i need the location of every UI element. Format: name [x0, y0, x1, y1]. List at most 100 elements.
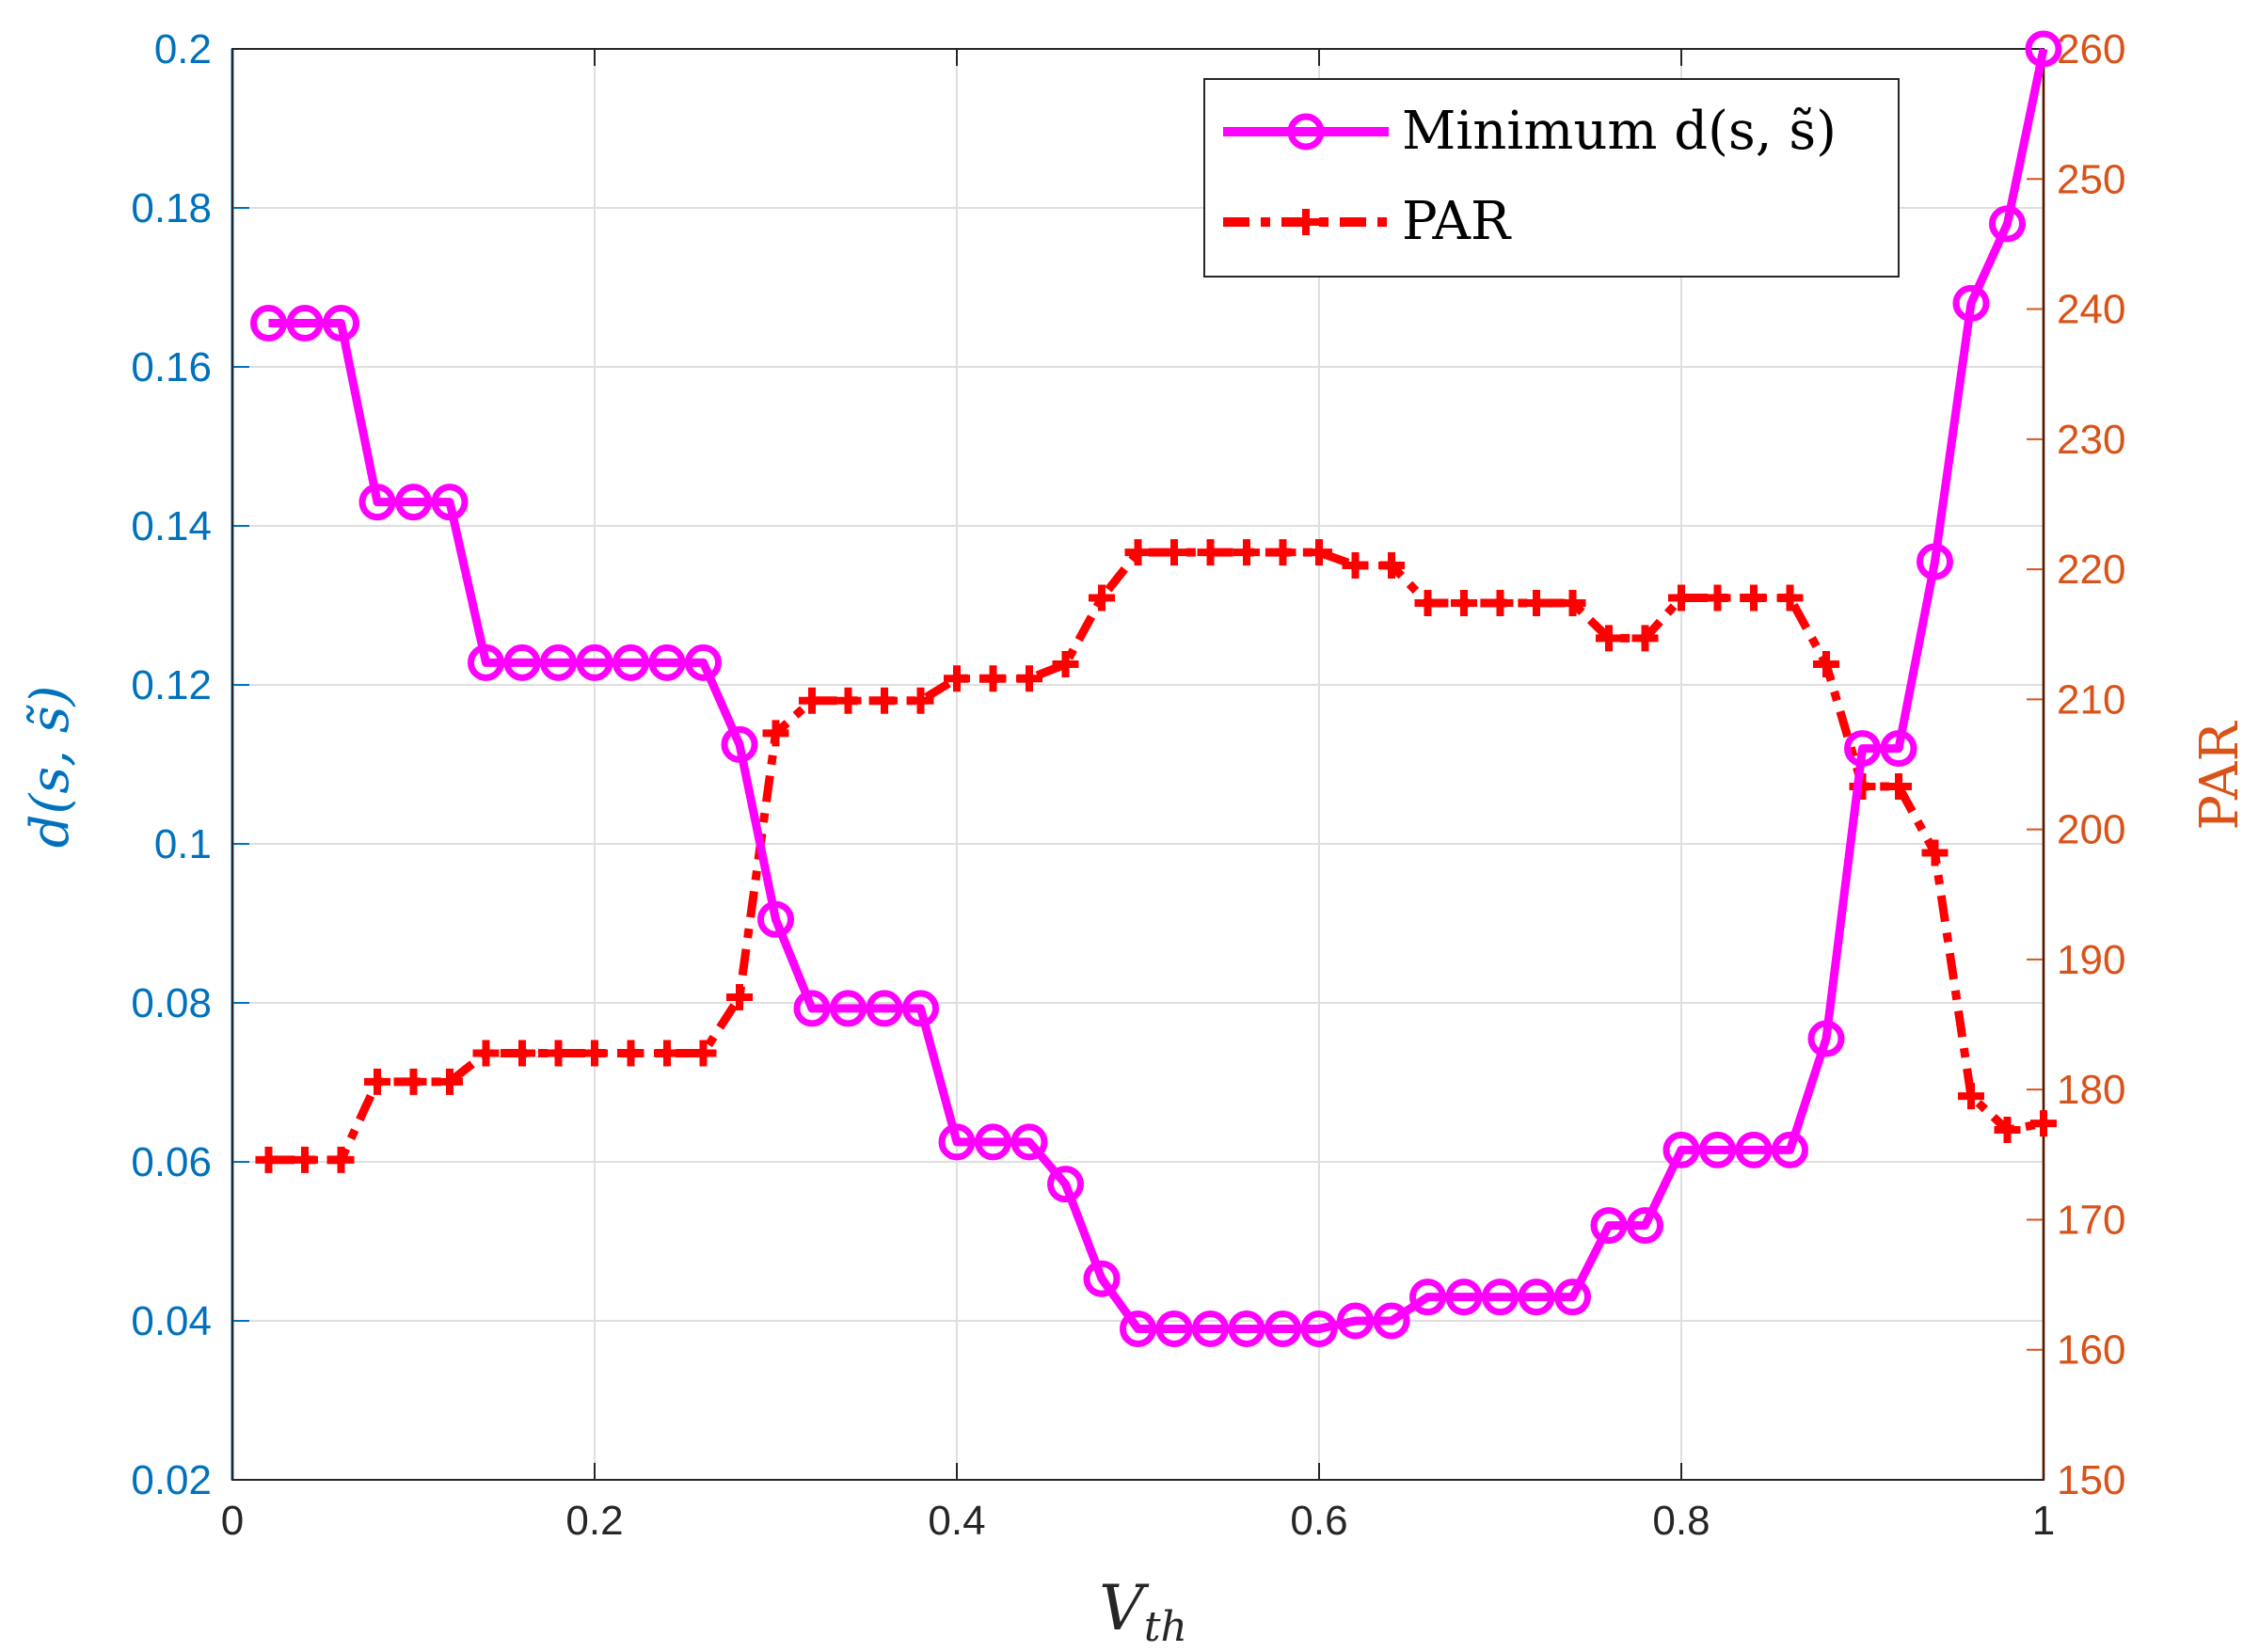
series-par-point-12 [690, 1040, 717, 1067]
series-min-d-point-16 [830, 990, 867, 1027]
right-tick-label-10: 250 [2057, 156, 2125, 202]
right-tick-label-8: 230 [2057, 417, 2125, 463]
series-min-d-point-22 [1047, 1166, 1084, 1203]
legend-swatch-par-marker [1293, 209, 1319, 235]
series-min-d-point-9 [576, 643, 613, 681]
series-par-point-48 [1994, 1117, 2021, 1144]
series-par-point-46 [1921, 839, 1949, 866]
series-min-d-point-26 [1192, 1310, 1229, 1347]
series-min-d-point-4 [395, 484, 432, 521]
series-min-d-point-46 [1917, 543, 1953, 580]
series-min-d-point-19 [938, 1123, 976, 1161]
series-min-d-point-21 [1010, 1123, 1048, 1161]
x-tick-label-1: 0.2 [565, 1498, 623, 1544]
series-min-d-point-33 [1445, 1279, 1483, 1316]
series-par-point-21 [1016, 665, 1042, 692]
series-min-d-point-14 [757, 900, 794, 938]
left-tick-label-1: 0.04 [131, 1298, 212, 1344]
series-par-point-1 [292, 1146, 318, 1173]
series-par-point-4 [400, 1068, 427, 1095]
series-par-point-22 [1052, 651, 1079, 678]
x-tick-label-0: 0 [221, 1498, 244, 1544]
series-par-point-13 [726, 984, 753, 1011]
right-tick-label-5: 200 [2057, 807, 2125, 853]
x-axis-label-main: V [1099, 1572, 1150, 1644]
series-min-d-point-38 [1627, 1207, 1663, 1245]
series-min-d-point-3 [358, 484, 396, 521]
y-axis-label-right: PAR [2189, 721, 2243, 831]
x-tick-label-2: 0.4 [928, 1498, 985, 1544]
series-par-point-39 [1668, 584, 1694, 612]
series-par-point-11 [654, 1040, 680, 1067]
series-min-d-point-6 [468, 643, 504, 681]
series-min-d-point-37 [1590, 1207, 1628, 1245]
right-tick-label-4: 190 [2057, 937, 2125, 983]
series-par-point-16 [835, 687, 862, 714]
series-par-point-7 [509, 1040, 535, 1067]
legend-label-par: PAR [1402, 191, 1512, 252]
series-par-point-17 [871, 687, 898, 714]
series-min-d-point-11 [648, 643, 686, 681]
series-par-point-40 [1704, 584, 1731, 612]
series-par-line [268, 548, 2044, 1165]
series-par-point-36 [1559, 590, 1586, 617]
series-par-point-38 [1631, 625, 1659, 652]
series-min-d-point-7 [503, 643, 541, 681]
series-min-d-point-25 [1155, 1310, 1193, 1347]
series-min-d-point-27 [1228, 1310, 1265, 1347]
series-min-d-point-43 [1807, 1020, 1845, 1057]
series-min-d-point-12 [685, 643, 722, 681]
series-min-d-point-10 [612, 643, 649, 681]
series-par-point-15 [799, 687, 825, 714]
series-min-d-point-40 [1699, 1131, 1736, 1168]
legend-label-min-d: Minimum d(s, s̃) [1402, 101, 1837, 162]
left-tick-label-9: 0.2 [154, 26, 212, 72]
ticks: 0 0.2 0.4 0.6 0.8 1 0.02 0.04 0.06 0.08 0.1 0.12 0.1… [131, 26, 2125, 1544]
series-min-d-point-5 [431, 484, 469, 521]
series-par-point-45 [1885, 773, 1912, 801]
left-tick-label-5: 0.12 [131, 662, 212, 708]
series-par-point-9 [581, 1040, 608, 1067]
right-tick-label-1: 160 [2057, 1327, 2125, 1374]
series-min-d-point-24 [1120, 1310, 1156, 1347]
x-tick-label-5: 1 [2032, 1498, 2055, 1544]
series-par-point-10 [617, 1040, 644, 1067]
series-min-d-point-17 [866, 990, 903, 1027]
series-par-point-26 [1197, 539, 1224, 566]
x-axis-label-sub: th [1144, 1603, 1187, 1651]
series-par-point-14 [762, 720, 789, 747]
x-axis-label: Vth [1099, 1572, 1187, 1651]
series-min-d-point-1 [286, 305, 324, 342]
series-par-point-8 [545, 1040, 572, 1067]
right-tick-label-9: 240 [2057, 287, 2125, 333]
right-tick-label-11: 260 [2057, 26, 2125, 72]
right-tick-label-3: 180 [2057, 1067, 2125, 1113]
series-par-point-5 [437, 1068, 463, 1095]
x-tick-label-3: 0.6 [1290, 1498, 1347, 1544]
series-par-point-19 [944, 665, 970, 692]
y-axis-label-left: d(s, s̃) [20, 686, 81, 849]
right-tick-label-0: 150 [2057, 1457, 2125, 1503]
series-par-point-41 [1741, 584, 1767, 612]
series-par-point-47 [1958, 1083, 1984, 1110]
x-tick-label-4: 0.8 [1652, 1498, 1710, 1544]
series-par-point-37 [1596, 625, 1622, 652]
series-min-d-point-49 [2025, 30, 2062, 68]
series-par-point-28 [1269, 539, 1296, 566]
left-tick-label-0: 0.02 [131, 1457, 212, 1503]
series-min-d-point-47 [1952, 284, 1990, 322]
series-par-point-20 [979, 665, 1007, 692]
left-tick-label-4: 0.1 [154, 821, 212, 867]
series-min-d-point-41 [1735, 1131, 1773, 1168]
series-min-d-point-36 [1554, 1279, 1591, 1316]
series-min-d-point-15 [793, 990, 831, 1027]
left-tick-label-3: 0.08 [131, 980, 212, 1026]
series-par-point-29 [1306, 539, 1332, 566]
series-par-point-6 [472, 1040, 500, 1067]
right-tick-label-2: 170 [2057, 1197, 2125, 1243]
series-par-point-35 [1523, 590, 1550, 617]
series-par-point-24 [1124, 539, 1152, 566]
series-par-point-25 [1161, 539, 1187, 566]
svg-text:Vth: Vth [1099, 1572, 1187, 1651]
left-tick-label-7: 0.16 [131, 344, 212, 390]
